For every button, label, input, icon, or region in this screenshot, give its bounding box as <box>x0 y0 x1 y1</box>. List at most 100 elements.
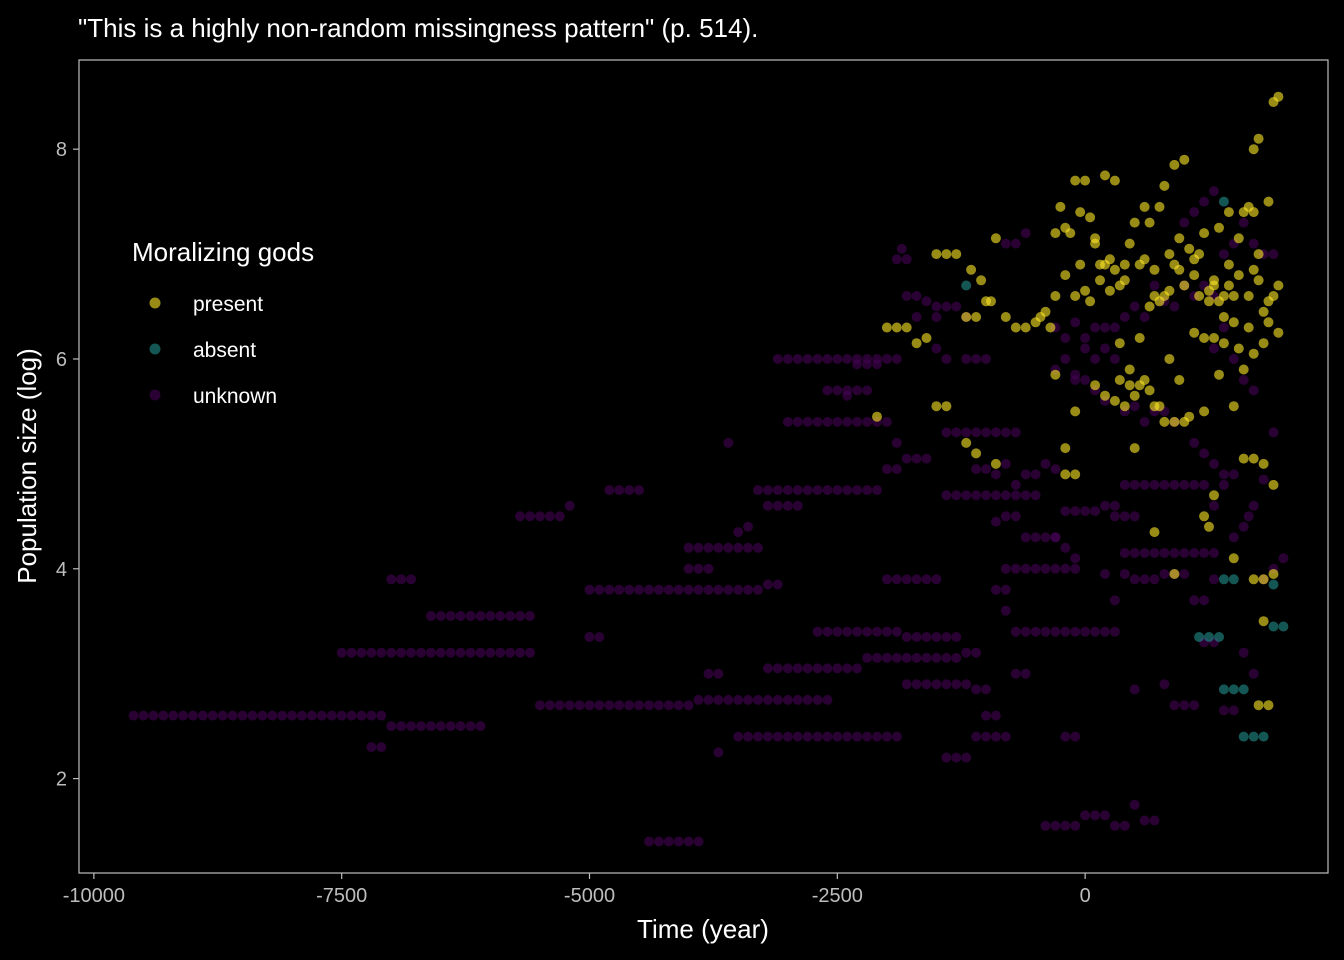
point-unknown <box>832 626 843 637</box>
point-unknown <box>1060 731 1071 742</box>
point-unknown <box>1209 548 1219 558</box>
point-unknown <box>753 731 763 742</box>
point-unknown <box>1119 820 1130 831</box>
point-present <box>1268 479 1279 490</box>
point-present <box>1238 364 1249 375</box>
y-tick-label: 4 <box>56 559 67 581</box>
point-unknown <box>802 354 813 364</box>
point-present <box>1065 228 1076 239</box>
legend-key-absent <box>149 343 161 355</box>
point-unknown <box>1268 427 1279 438</box>
point-unknown <box>1139 479 1150 490</box>
point-unknown <box>425 647 436 658</box>
point-unknown <box>832 485 843 496</box>
point-present <box>1060 469 1071 480</box>
point-unknown <box>1080 333 1091 343</box>
point-unknown <box>703 542 714 553</box>
point-unknown <box>525 647 535 658</box>
point-unknown <box>1119 569 1130 579</box>
point-unknown <box>961 354 972 364</box>
point-present <box>1154 201 1165 212</box>
point-present <box>1100 390 1110 401</box>
point-unknown <box>713 542 724 553</box>
point-present <box>990 458 1001 469</box>
point-present <box>1273 280 1284 291</box>
point-unknown <box>1070 317 1081 328</box>
point-unknown <box>832 663 843 674</box>
point-present <box>976 275 987 286</box>
point-present <box>1179 280 1190 291</box>
point-unknown <box>485 647 496 658</box>
point-unknown <box>1100 500 1110 511</box>
point-unknown <box>812 354 823 364</box>
point-present <box>891 322 902 333</box>
point-unknown <box>326 710 337 721</box>
point-unknown <box>822 694 833 705</box>
point-unknown <box>1179 569 1190 579</box>
point-unknown <box>376 710 387 721</box>
point-unknown <box>901 291 912 301</box>
point-unknown <box>832 731 843 742</box>
point-present <box>1174 375 1185 385</box>
point-unknown <box>852 416 863 427</box>
point-unknown <box>951 652 962 663</box>
point-unknown <box>941 427 952 438</box>
point-unknown <box>822 354 833 364</box>
point-present <box>1169 159 1180 170</box>
point-unknown <box>792 354 803 364</box>
point-unknown <box>534 700 545 711</box>
point-unknown <box>733 584 744 595</box>
point-unknown <box>1020 490 1031 501</box>
point-present <box>971 448 982 459</box>
point-present <box>1233 343 1244 354</box>
point-unknown <box>1199 196 1210 207</box>
point-present <box>1124 238 1135 249</box>
point-present <box>1085 296 1096 307</box>
point-unknown <box>990 731 1001 742</box>
point-present <box>1243 291 1254 301</box>
point-unknown <box>872 652 882 663</box>
point-unknown <box>1139 574 1150 585</box>
point-unknown <box>425 721 436 732</box>
point-absent <box>1278 621 1289 632</box>
point-present <box>1179 416 1190 427</box>
point-unknown <box>644 836 654 847</box>
point-unknown <box>485 611 496 621</box>
point-unknown <box>376 742 387 753</box>
point-unknown <box>772 579 783 590</box>
point-unknown <box>990 469 1001 480</box>
point-unknown <box>406 721 417 732</box>
point-present <box>1228 291 1239 301</box>
point-unknown <box>911 574 922 585</box>
point-unknown <box>822 731 833 742</box>
point-unknown <box>990 427 1001 438</box>
point-unknown <box>663 836 674 847</box>
point-unknown <box>1040 563 1051 574</box>
point-unknown <box>901 652 912 663</box>
point-present <box>1149 401 1160 412</box>
point-unknown <box>663 700 674 711</box>
point-present <box>1090 380 1101 391</box>
point-unknown <box>951 427 962 438</box>
point-unknown <box>782 416 793 427</box>
point-unknown <box>911 679 922 690</box>
point-present <box>931 401 942 412</box>
point-unknown <box>634 700 645 711</box>
point-unknown <box>792 731 803 742</box>
point-unknown <box>1000 563 1011 574</box>
point-present <box>1268 569 1279 579</box>
point-absent <box>1268 579 1279 590</box>
point-unknown <box>534 511 545 522</box>
point-present <box>1169 569 1180 579</box>
point-unknown <box>713 584 724 595</box>
point-present <box>1199 511 1210 522</box>
point-unknown <box>653 700 664 711</box>
point-unknown <box>396 647 407 658</box>
point-unknown <box>1109 511 1120 522</box>
point-unknown <box>1129 479 1140 490</box>
series-present <box>872 91 1284 711</box>
point-unknown <box>584 700 595 711</box>
point-unknown <box>1199 448 1210 459</box>
point-unknown <box>247 710 258 721</box>
point-present <box>1139 201 1150 212</box>
